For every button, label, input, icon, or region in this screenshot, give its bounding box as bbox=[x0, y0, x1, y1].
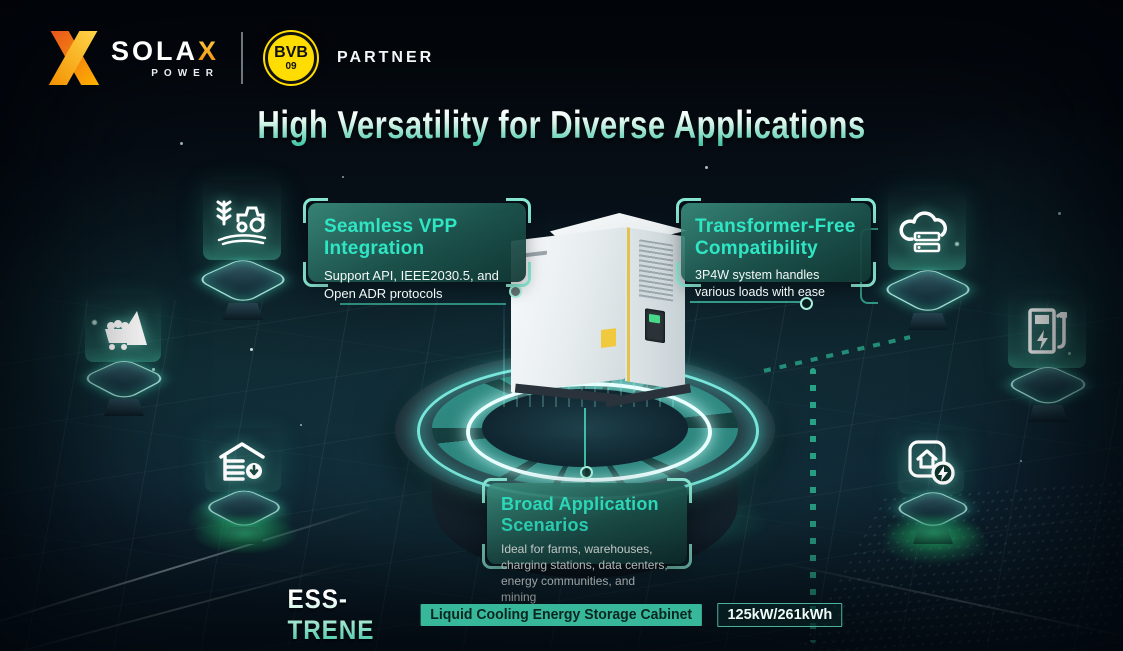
particle-dot bbox=[300, 424, 302, 426]
particle-dot bbox=[342, 176, 344, 178]
callout-heading: Broad Application Scenarios bbox=[501, 494, 659, 535]
bvb-letters: BVB bbox=[274, 43, 308, 61]
bvb-logo: BVB 09 bbox=[263, 30, 320, 86]
application-warehouse bbox=[193, 428, 297, 554]
icon-panel bbox=[85, 294, 161, 362]
circuit-trace bbox=[340, 303, 506, 305]
cabinet-foot bbox=[514, 383, 620, 404]
callout-connector bbox=[584, 408, 586, 466]
product-spec-badge: 125kW/261kWh bbox=[717, 603, 843, 627]
application-data-center bbox=[879, 190, 977, 330]
callout-transformer-free: Transformer-Free Compatibility 3P4W syst… bbox=[676, 198, 876, 299]
cabinet-door-stripe bbox=[627, 227, 630, 382]
cabinet-vent-grille bbox=[639, 239, 673, 303]
ev-charging-icon bbox=[1028, 308, 1067, 354]
icon-panel bbox=[898, 430, 964, 494]
chip-base bbox=[104, 399, 144, 416]
chip-base bbox=[223, 303, 263, 320]
corner-bracket bbox=[303, 198, 328, 223]
particle-dot bbox=[862, 130, 864, 132]
product-name: ESS-TRENE bbox=[287, 584, 399, 646]
solax-power-label: POWER bbox=[151, 67, 220, 79]
chip-base bbox=[908, 313, 948, 330]
farm-icon bbox=[216, 200, 267, 246]
chip-platform bbox=[194, 245, 292, 313]
warning-label bbox=[601, 328, 616, 348]
callout-body: Support API, IEEE2030.5, and Open ADR pr… bbox=[324, 268, 499, 301]
bvb-logo-ring: BVB 09 bbox=[265, 32, 318, 84]
storage-cabinet bbox=[509, 213, 692, 413]
application-farm bbox=[194, 180, 292, 320]
bvb-number: 09 bbox=[285, 60, 297, 72]
solax-x-mark bbox=[48, 31, 100, 85]
green-chip-glow bbox=[193, 514, 297, 554]
corner-bracket bbox=[851, 198, 876, 223]
product-descriptor-badge: Liquid Cooling Energy Storage Cabinet bbox=[420, 604, 703, 626]
chip-base bbox=[1028, 405, 1068, 422]
product-footer: ESS-TRENE Liquid Cooling Energy Storage … bbox=[281, 584, 843, 646]
particle-dot bbox=[152, 368, 155, 371]
home-energy-icon bbox=[908, 440, 955, 485]
chip-platform bbox=[879, 255, 977, 323]
callout-heading: Transformer-Free Compatibility bbox=[695, 216, 856, 260]
green-chip-glow bbox=[884, 514, 984, 552]
corner-bracket bbox=[303, 262, 328, 287]
cloud-server-icon bbox=[899, 211, 947, 253]
dotted-trace bbox=[810, 368, 816, 643]
icon-panel bbox=[203, 180, 281, 260]
cabinet-display-screen bbox=[645, 308, 665, 344]
particle-dot bbox=[1058, 212, 1061, 215]
particle-dot bbox=[705, 166, 708, 169]
solax-name: SOLA bbox=[111, 35, 199, 66]
callout-body: 3P4W system handles various loads with e… bbox=[695, 268, 825, 299]
pedestal-ring-white bbox=[466, 382, 712, 482]
corner-bracket bbox=[667, 544, 692, 569]
page-title: High Versatility for Diverse Application… bbox=[112, 104, 1010, 148]
warehouse-icon bbox=[219, 442, 265, 481]
callout-broad-application: Broad Application Scenarios Ideal for fa… bbox=[482, 478, 692, 604]
corner-bracket bbox=[482, 544, 507, 569]
corner-bracket bbox=[676, 262, 701, 287]
callout-connector-node bbox=[580, 466, 593, 479]
icon-panel bbox=[205, 428, 281, 492]
corner-bracket bbox=[506, 262, 531, 287]
trace-node bbox=[800, 297, 813, 310]
brand-header: SOLAX POWER BVB 09 PARTNER bbox=[45, 30, 434, 86]
particle-dot bbox=[1020, 460, 1022, 462]
corner-bracket bbox=[851, 262, 876, 287]
callout-heading: Seamless VPP Integration bbox=[324, 216, 458, 260]
header-divider bbox=[241, 32, 244, 84]
application-home-energy bbox=[884, 430, 984, 552]
corner-bracket bbox=[482, 478, 507, 503]
callout-body: Ideal for farms, warehouses, charging st… bbox=[501, 541, 668, 605]
icon-panel bbox=[888, 190, 966, 270]
callout-vpp: Seamless VPP Integration Support API, IE… bbox=[303, 198, 531, 301]
particle-dot bbox=[250, 348, 253, 351]
partner-label: PARTNER bbox=[337, 49, 435, 66]
cabinet-foot bbox=[604, 383, 692, 408]
corner-bracket bbox=[676, 198, 701, 223]
circuit-trace bbox=[690, 301, 802, 303]
application-mining bbox=[80, 294, 168, 416]
solax-x-letter: X bbox=[198, 35, 220, 66]
mining-icon bbox=[105, 311, 147, 350]
solax-wordmark: SOLAX POWER bbox=[111, 35, 220, 79]
icon-panel bbox=[1008, 294, 1086, 368]
corner-bracket bbox=[506, 198, 531, 223]
particle-dot bbox=[180, 142, 183, 145]
corner-bracket bbox=[667, 478, 692, 503]
application-ev-charging bbox=[1004, 294, 1092, 422]
